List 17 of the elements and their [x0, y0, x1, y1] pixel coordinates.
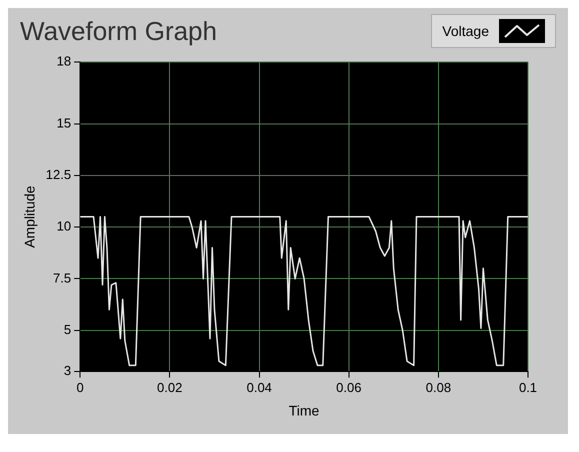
- y-tick-label: 12.5: [46, 167, 72, 182]
- x-axis-title: Time: [288, 402, 320, 418]
- x-tick-label: 0.06: [336, 380, 362, 395]
- x-tick-label: 0: [76, 380, 84, 395]
- y-tick-label: 7.5: [53, 270, 72, 286]
- y-axis-title: Amplitude: [21, 185, 38, 248]
- y-tick-label: 5: [64, 322, 72, 337]
- chart-title: Waveform Graph: [20, 16, 217, 46]
- y-tick-label: 18: [56, 54, 72, 69]
- x-tick-label: 0.04: [246, 380, 272, 395]
- x-tick-label: 0.1: [518, 380, 538, 395]
- x-tick-label: 0.08: [426, 380, 452, 395]
- legend-label: Voltage: [442, 23, 489, 39]
- y-tick-label: 10: [56, 218, 72, 234]
- y-tick-label: 3: [64, 363, 72, 378]
- y-tick-label: 15: [56, 116, 72, 130]
- x-tick-label: 0.02: [157, 380, 182, 395]
